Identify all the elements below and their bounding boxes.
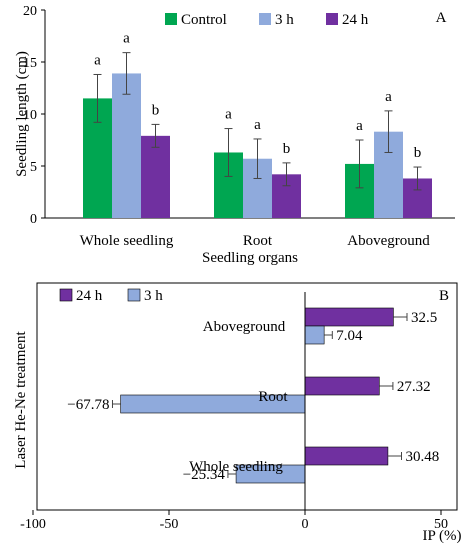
panel-a-significance-letter: a xyxy=(94,52,101,68)
panel-a-significance-letter: b xyxy=(152,102,160,118)
panel-a-significance-letter: b xyxy=(283,141,291,157)
panel-a-significance-letter: a xyxy=(356,118,363,134)
panel-b-y-axis-title: Laser He-Ne treatment xyxy=(13,330,29,468)
panel-a-y-tick-label: 15 xyxy=(23,56,37,71)
panel-b-frame xyxy=(36,282,458,511)
panel-a-significance-letter: a xyxy=(385,89,392,105)
panel-b-x-tick-label: -100 xyxy=(20,517,46,532)
panel-a-legend-label: 3 h xyxy=(275,12,294,28)
panel-a-bar-whole-seedling-3-h xyxy=(112,73,141,218)
panel-b-x-tick-label: 0 xyxy=(302,517,309,532)
panel-b-legend-swatch-24-h xyxy=(59,288,73,302)
panel-b-value-label: −67.78 xyxy=(67,397,109,413)
panel-b-legend-label: 3 h xyxy=(144,288,163,304)
panel-b-bar-aboveground-24-h xyxy=(304,307,394,327)
panel-a-legend-label: 24 h xyxy=(342,12,369,28)
panel-a-legend-swatch-24-h xyxy=(326,13,338,25)
panel-a-x-axis-title: Seedling organs xyxy=(202,250,298,266)
panel-b-category-label: Aboveground xyxy=(203,319,286,335)
panel-a-legend-label: Control xyxy=(181,12,227,28)
panel-b-x-axis-title: IP (%) xyxy=(422,528,461,544)
panel-a-bar-whole-seedling-24-h xyxy=(141,135,170,218)
panel-b-value-label: −25.34 xyxy=(183,467,226,483)
panel-b-bar-whole-seedling-24-h xyxy=(304,446,389,466)
panel-a-y-tick-label: 5 xyxy=(30,160,37,175)
panel-b-category-label: Whole seedling xyxy=(189,459,283,475)
panel-b-label: B xyxy=(439,288,449,304)
panel-a-legend-swatch-control xyxy=(165,13,177,25)
panel-b-legend-label: 24 h xyxy=(76,288,103,304)
panel-b-bar-root-24-h xyxy=(304,376,380,396)
panel-a-label: A xyxy=(436,10,447,26)
panel-a-y-tick-label: 20 xyxy=(23,4,37,19)
panel-b-x-tick-label: -50 xyxy=(160,517,179,532)
panel-a-y-tick-label: 10 xyxy=(23,108,37,123)
panel-a-y-tick-label: 0 xyxy=(30,212,37,227)
panel-a-category-label: Aboveground xyxy=(347,233,430,249)
panel-b-value-label: 30.48 xyxy=(406,449,440,465)
panel-b-value-label: 7.04 xyxy=(336,328,363,344)
panel-a-category-label: Root xyxy=(243,233,273,249)
panel-a: 0 5 10 15 20 a a b a a b a a b Whole seedling Root Abo… xyxy=(14,4,455,266)
panel-a-significance-letter: a xyxy=(225,107,232,123)
panel-a-legend-swatch-3-h xyxy=(259,13,271,25)
panel-a-significance-letter: a xyxy=(123,31,130,47)
panel-b-category-label: Root xyxy=(258,389,288,405)
panel-b-bar-aboveground-3-h xyxy=(304,325,325,345)
panel-b-x-tick-label: 50 xyxy=(434,517,448,532)
panel-a-significance-letter: b xyxy=(414,145,422,161)
panel-a-y-axis-title: Seedling length (cm) xyxy=(14,51,30,177)
panel-b-value-label: 27.32 xyxy=(397,379,431,395)
panel-b-value-label: 32.5 xyxy=(411,310,437,326)
panel-a-category-label: Whole seedling xyxy=(80,233,174,249)
panel-b: 32.5 7.04 27.32 −67.78 30.48 −25.34 Abovegrou… xyxy=(13,282,462,544)
panel-b-legend-swatch-3-h xyxy=(127,288,141,302)
panel-a-significance-letter: a xyxy=(254,117,261,133)
